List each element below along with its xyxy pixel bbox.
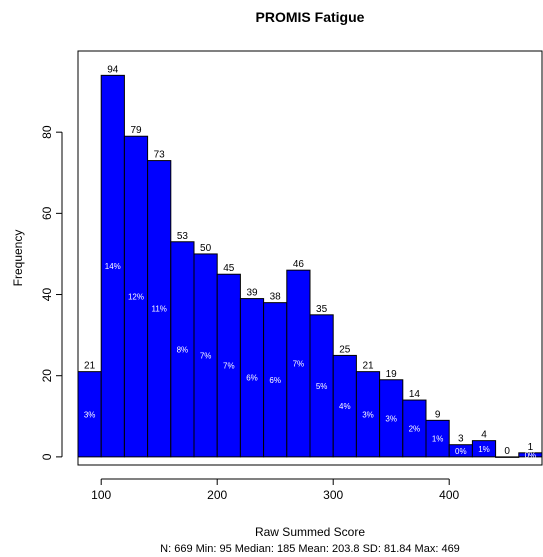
y-axis: 0 20 40 60 80 <box>40 125 63 460</box>
bar-count-label: 38 <box>270 292 282 303</box>
bar-count-label: 50 <box>200 243 212 254</box>
bar-percent-label: 0% <box>525 451 537 460</box>
bar-count-label: 79 <box>130 125 142 136</box>
bar-count-label: 9 <box>435 409 441 420</box>
bar-percent-label: 3% <box>84 410 96 419</box>
plot-frame <box>77 50 543 466</box>
y-tick-label: 0 <box>40 453 54 460</box>
bar-count-label: 3 <box>458 434 464 445</box>
bar-percent-label: 4% <box>339 402 351 411</box>
bar-count-label: 45 <box>223 263 235 274</box>
bars-group <box>77 74 543 458</box>
y-tick-label: 80 <box>40 125 54 139</box>
bar-percent-label: 1% <box>478 445 490 454</box>
bar-percent-label: 6% <box>246 374 258 383</box>
bar-percent-label: 7% <box>293 360 305 369</box>
x-tick-label: 300 <box>323 488 343 502</box>
bar-percent-label: 14% <box>105 262 121 271</box>
x-tick-label: 400 <box>439 488 459 502</box>
bar-count-label: 25 <box>339 344 351 355</box>
histogram-bar <box>471 440 497 458</box>
bar-count-label: 53 <box>177 231 189 242</box>
x-tick-label: 200 <box>207 488 227 502</box>
bar-percent-label: 1% <box>432 435 444 444</box>
bar-percent-label: 3% <box>362 410 374 419</box>
bar-count-label: 0 <box>504 446 510 457</box>
bar-count-label: 39 <box>246 288 258 299</box>
histogram-bar <box>518 452 543 458</box>
chart-title: PROMIS Fatigue <box>256 9 365 25</box>
bar-count-label: 35 <box>316 304 328 315</box>
bar-count-label: 1 <box>528 442 534 453</box>
histogram-bar <box>425 419 450 458</box>
bar-count-label: 94 <box>107 64 119 75</box>
histogram-bar <box>495 456 520 458</box>
bar-percent-label: 3% <box>385 414 397 423</box>
x-axis: 100 200 300 400 <box>91 478 460 502</box>
bar-percent-label: 5% <box>316 382 328 391</box>
bar-count-label: 46 <box>293 259 305 270</box>
y-tick-label: 60 <box>40 206 54 220</box>
bar-percent-label: 11% <box>151 305 166 314</box>
bar-count-label: 73 <box>154 150 166 161</box>
bar-percent-label: 6% <box>269 376 281 385</box>
bar-count-label: 14 <box>409 389 421 400</box>
bar-count-label: 21 <box>84 361 96 372</box>
x-axis-label: Raw Summed Score <box>255 525 365 539</box>
y-axis-label: Frequency <box>11 230 25 287</box>
summary-stats: N: 669 Min: 95 Median: 185 Mean: 203.8 S… <box>160 543 460 555</box>
count-labels-group: 21 94 79 73 53 50 45 39 38 46 35 25 21 19 14 9 3 4 0 1 <box>84 64 534 457</box>
bar-count-label: 21 <box>362 361 374 372</box>
bar-percent-label: 12% <box>128 293 144 302</box>
percent-labels-group: 3% 14% 12% 11% 8% 7% 7% 6% 6% 7% 5% 4% 3% 3% 2% 1% 0% 1% 0… <box>84 262 536 460</box>
bar-count-label: 19 <box>386 369 398 380</box>
bar-percent-label: 2% <box>409 424 421 433</box>
y-tick-label: 40 <box>40 288 54 302</box>
bar-count-label: 4 <box>481 430 487 441</box>
y-tick-label: 20 <box>40 369 54 383</box>
bar-percent-label: 0% <box>455 447 467 456</box>
bar-percent-label: 7% <box>200 351 212 360</box>
bar-percent-label: 7% <box>223 362 235 371</box>
bar-percent-label: 8% <box>177 345 189 354</box>
x-tick-label: 100 <box>91 488 111 502</box>
